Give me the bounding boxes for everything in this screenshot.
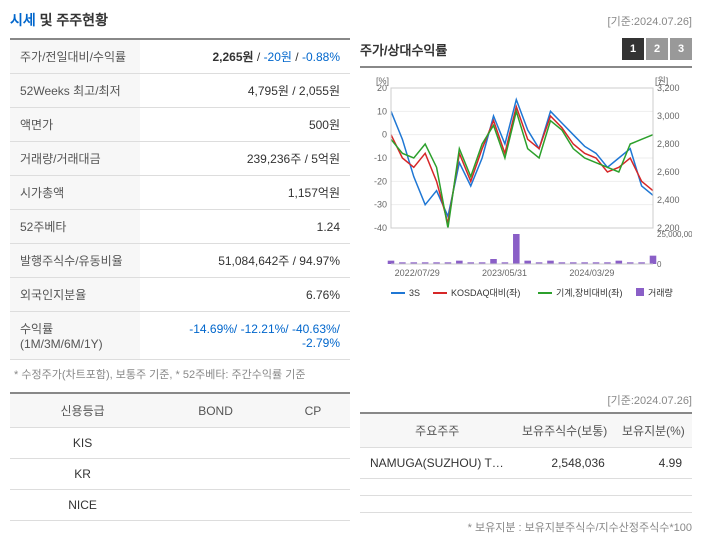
credit-cell: KR [10, 459, 155, 490]
info-value: 1.24 [140, 210, 350, 244]
shareholder-pct: 4.99 [615, 448, 692, 479]
line-chart: [%][원]20100-10-20-30-403,2003,0002,8002,… [360, 74, 692, 304]
svg-text:-30: -30 [374, 200, 387, 210]
credit-header: CP [276, 393, 350, 428]
credit-cell: NICE [10, 490, 155, 521]
svg-text:10: 10 [377, 106, 387, 116]
info-value: 51,084,642주 / 94.97% [140, 244, 350, 278]
chart-title: 주가/상대수익률 [360, 40, 447, 59]
svg-text:0: 0 [657, 260, 662, 269]
info-value: -14.69%/ -12.21%/ -40.63%/ -2.79% [140, 312, 350, 360]
svg-text:2,800: 2,800 [657, 139, 680, 149]
info-note: * 수정주가(차트포함), 보통주 기준, * 52주베타: 주간수익률 기준 [10, 366, 350, 382]
info-label: 외국인지분율 [10, 278, 140, 312]
svg-text:3,200: 3,200 [657, 83, 680, 93]
section-title: 시세 및 주주현황 [10, 10, 108, 30]
shareholder-note: * 보유지분 : 보유지분주식수/지수산정주식수*100 [360, 519, 692, 535]
shareholder-header: 주요주주 [360, 413, 514, 448]
shareholder-basis: [기준:2024.07.26] [360, 392, 692, 408]
credit-cell [155, 428, 276, 459]
info-value: 6.76% [140, 278, 350, 312]
shareholder-shares [514, 496, 614, 513]
credit-header: BOND [155, 393, 276, 428]
svg-text:기계,장비대비(좌): 기계,장비대비(좌) [556, 287, 622, 298]
shareholder-header: 보유지분(%) [615, 413, 692, 448]
info-label: 52Weeks 최고/최저 [10, 74, 140, 108]
svg-text:2023/05/31: 2023/05/31 [482, 268, 527, 278]
info-label: 52주베타 [10, 210, 140, 244]
svg-text:KOSDAQ대비(좌): KOSDAQ대비(좌) [451, 288, 520, 298]
svg-text:2,400: 2,400 [657, 195, 680, 205]
chart-tab-1[interactable]: 1 [622, 38, 644, 60]
chart-tabs: 123 [622, 38, 692, 60]
credit-table: 신용등급BONDCP KISKRNICE [10, 392, 350, 521]
shareholder-table: 주요주주보유주식수(보통)보유지분(%) NAMUGA(SUZHOU) T…2,… [360, 412, 692, 513]
info-label: 주가/전일대비/수익률 [10, 39, 140, 74]
info-label: 액면가 [10, 108, 140, 142]
credit-cell: KIS [10, 428, 155, 459]
shareholder-header: 보유주식수(보통) [514, 413, 614, 448]
info-table: 주가/전일대비/수익률2,265원 / -20원 / -0.88%52Weeks… [10, 38, 350, 360]
info-value: 2,265원 / -20원 / -0.88% [140, 39, 350, 74]
info-value: 239,236주 / 5억원 [140, 142, 350, 176]
shareholder-name: NAMUGA(SUZHOU) T… [360, 448, 514, 479]
section-header: 시세 및 주주현황 [기준:2024.07.26] [10, 10, 692, 30]
info-value: 4,795원 / 2,055원 [140, 74, 350, 108]
chart-tab-2[interactable]: 2 [646, 38, 668, 60]
svg-text:3,000: 3,000 [657, 111, 680, 121]
svg-text:2,600: 2,600 [657, 167, 680, 177]
svg-text:3S: 3S [409, 288, 420, 298]
svg-text:거래량: 거래량 [648, 287, 673, 298]
title-emphasis: 시세 [10, 12, 36, 28]
svg-text:20: 20 [377, 83, 387, 93]
credit-cell [155, 490, 276, 521]
chart-header: 주가/상대수익률 123 [360, 38, 692, 68]
svg-text:0: 0 [382, 130, 387, 140]
svg-text:25,000,000: 25,000,000 [657, 230, 692, 239]
credit-cell [155, 459, 276, 490]
chart-tab-3[interactable]: 3 [670, 38, 692, 60]
shareholder-shares: 2,548,036 [514, 448, 614, 479]
info-value: 500원 [140, 108, 350, 142]
svg-text:2022/07/29: 2022/07/29 [395, 268, 440, 278]
svg-text:-20: -20 [374, 176, 387, 186]
credit-cell [276, 428, 350, 459]
info-value: 1,157억원 [140, 176, 350, 210]
info-label: 시가총액 [10, 176, 140, 210]
credit-header: 신용등급 [10, 393, 155, 428]
svg-text:-10: -10 [374, 153, 387, 163]
shareholder-name [360, 479, 514, 496]
shareholder-pct [615, 479, 692, 496]
info-label: 수익률 (1M/3M/6M/1Y) [10, 312, 140, 360]
credit-cell [276, 459, 350, 490]
credit-cell [276, 490, 350, 521]
svg-text:-40: -40 [374, 223, 387, 233]
info-label: 거래량/거래대금 [10, 142, 140, 176]
svg-text:2024/03/29: 2024/03/29 [569, 268, 614, 278]
basis-date: [기준:2024.07.26] [608, 13, 692, 29]
title-rest: 및 주주현황 [36, 12, 108, 28]
shareholder-shares [514, 479, 614, 496]
info-label: 발행주식수/유동비율 [10, 244, 140, 278]
shareholder-name [360, 496, 514, 513]
shareholder-pct [615, 496, 692, 513]
